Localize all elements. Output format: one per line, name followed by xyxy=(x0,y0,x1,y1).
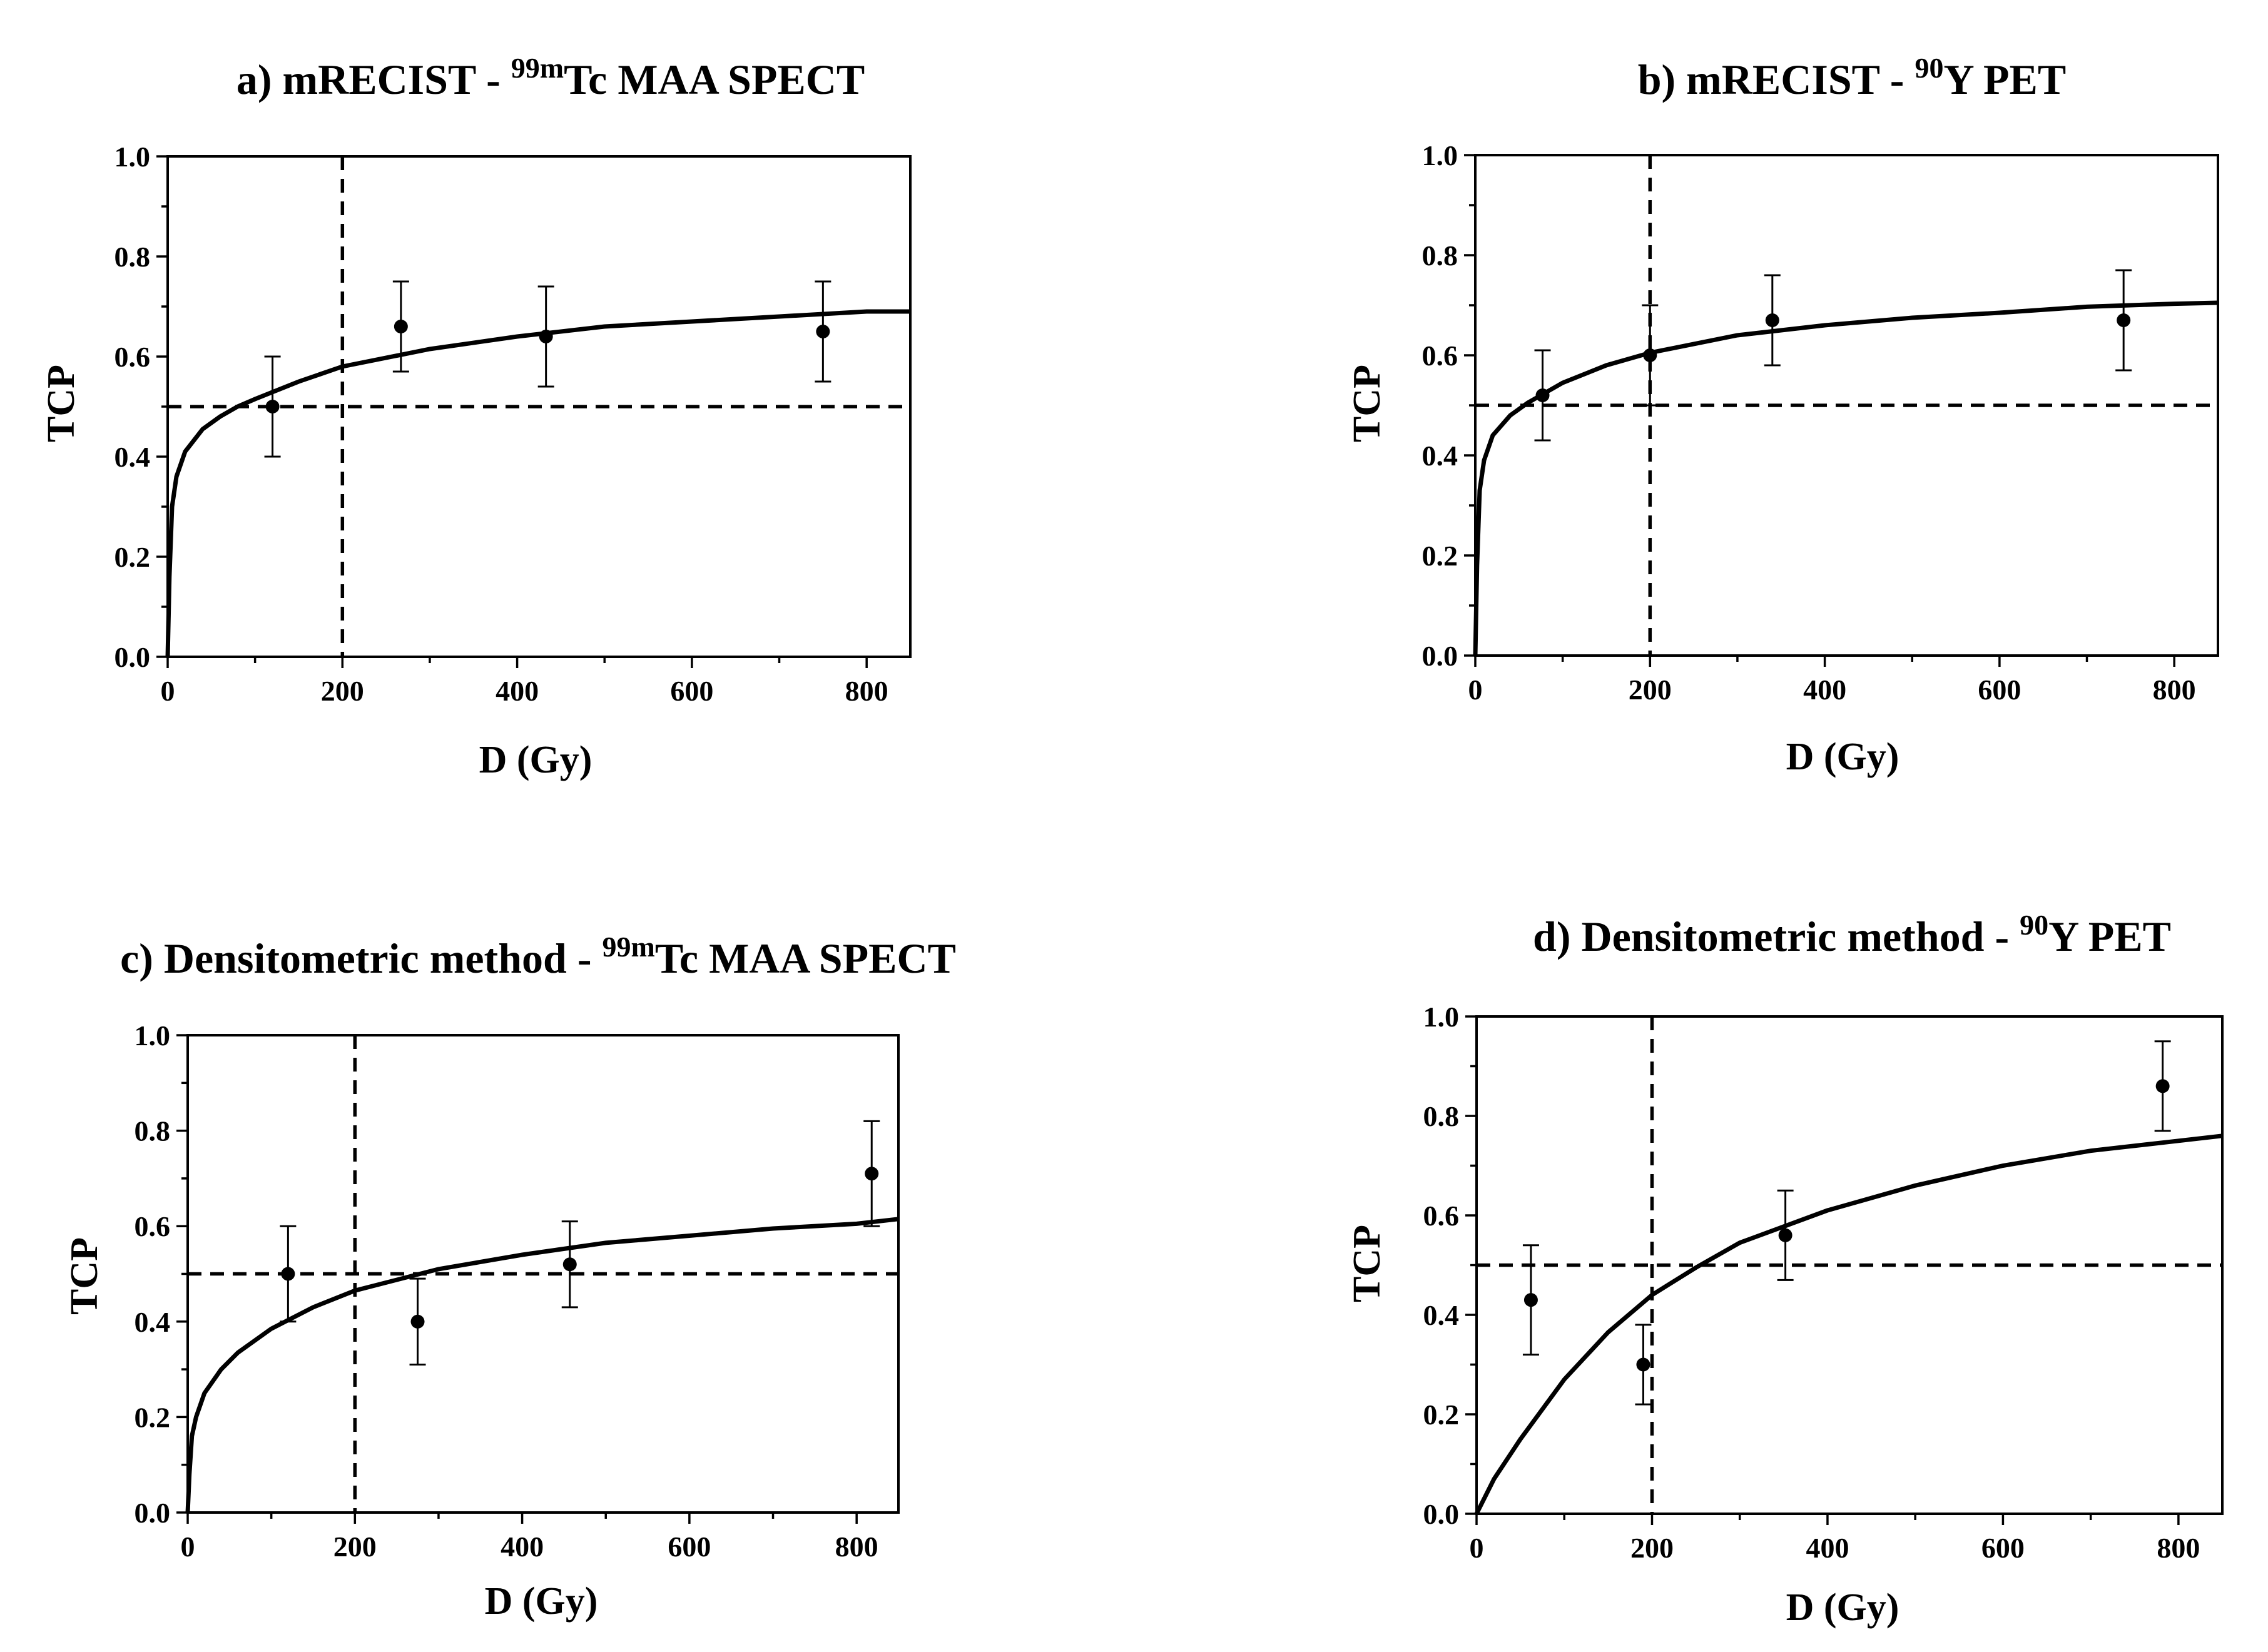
panel-c-xtick-label: 200 xyxy=(333,1531,377,1563)
panel-a-ytick-label: 0.2 xyxy=(114,541,151,573)
panel-c-xtick-label: 400 xyxy=(501,1531,544,1563)
panel-a-ytick-label: 0.8 xyxy=(114,241,151,273)
panel-d-xtick-label: 800 xyxy=(2157,1532,2200,1564)
panel-a: a) mRECIST - 99mTc MAA SPECT 0 200 400 600 8… xyxy=(40,52,912,781)
panel-d-data-point-1 xyxy=(1523,1293,1538,1307)
panel-a-data-point-1 xyxy=(265,400,280,413)
panel-c-data-point-3 xyxy=(562,1257,577,1272)
panel-b-ytick-label: 0.6 xyxy=(1422,340,1458,372)
panel-d-xlabel: D (Gy) xyxy=(1786,1586,1899,1629)
panel-c-ytick-label: 0.4 xyxy=(135,1306,171,1338)
panel-c-fit-curve xyxy=(185,1217,899,1513)
panel-a-title: a) mRECIST - 99mTc MAA SPECT xyxy=(236,52,865,103)
panel-b-ytick-label: 0.0 xyxy=(1422,640,1458,672)
panel-c-ytick-label: 1.0 xyxy=(135,1020,171,1052)
panel-a-xtick-label: 0 xyxy=(161,675,175,707)
panel-a-ytick-label: 0.6 xyxy=(114,341,151,373)
panel-a-plot: 0 200 400 600 800 0.0 0.2 0.4 0.6 0.8 1.0 xyxy=(114,141,912,707)
panel-d-fit-curve xyxy=(1474,1133,2223,1515)
panel-b-data-point-3 xyxy=(1765,313,1779,327)
panel-d-ytick-label: 0.0 xyxy=(1423,1498,1460,1530)
panel-a-xtick-label: 400 xyxy=(496,675,539,707)
panel-a-ylabel: TCP xyxy=(40,365,83,442)
panel-a-xtick-label: 800 xyxy=(845,675,888,707)
panel-b-data-point-1 xyxy=(1535,388,1550,402)
panel-a-xtick-label: 200 xyxy=(321,675,364,707)
panel-b-plot: 0 200 400 600 800 0.0 0.2 0.4 0.6 0.8 1.0 xyxy=(1422,139,2219,706)
panel-d-xtick-label: 0 xyxy=(1470,1532,1484,1564)
panel-d-ytick-label: 0.8 xyxy=(1423,1100,1460,1132)
panel-b-data-point-4 xyxy=(2117,313,2131,327)
panel-b-ylabel: TCP xyxy=(1346,365,1388,442)
panel-d-ytick-label: 0.2 xyxy=(1423,1399,1460,1431)
panel-d-title: d) Densitometric method - 90Y PET xyxy=(1533,909,2171,960)
panel-b-xtick-label: 200 xyxy=(1629,674,1672,706)
panel-c-ylabel: TCP xyxy=(63,1237,106,1315)
panel-d-xtick-label: 200 xyxy=(1630,1532,1674,1564)
panel-c-ytick-label: 0.2 xyxy=(135,1401,171,1433)
panel-c-data-point-2 xyxy=(410,1314,425,1329)
panel-d-ylabel: TCP xyxy=(1346,1225,1388,1302)
panel-d-data-point-3 xyxy=(1778,1228,1793,1242)
panel-a-data-point-2 xyxy=(394,320,408,333)
panel-b-xtick-label: 600 xyxy=(1978,674,2021,706)
panel-a-xtick-label: 600 xyxy=(670,675,713,707)
panel-c-plot: 0 200 400 600 800 0.0 0.2 0.4 0.6 0.8 1.0 xyxy=(135,1020,900,1563)
panel-d: d) Densitometric method - 90Y PET 0 200 40… xyxy=(1346,909,2224,1629)
panel-a-xlabel: D (Gy) xyxy=(479,739,592,781)
panel-d-data-point-2 xyxy=(1636,1357,1650,1372)
panel-a-ytick-label: 0.0 xyxy=(114,641,151,673)
panel-b-ytick-label: 0.4 xyxy=(1422,440,1458,472)
panel-d-ytick-label: 0.6 xyxy=(1423,1200,1460,1232)
panel-b-xtick-label: 800 xyxy=(2153,674,2196,706)
panel-a-ytick-label: 0.4 xyxy=(114,441,151,473)
panel-b-ytick-label: 1.0 xyxy=(1422,139,1458,171)
panel-a-ytick-label: 1.0 xyxy=(114,141,151,173)
panel-b-ytick-label: 0.8 xyxy=(1422,240,1458,271)
panel-d-xtick-label: 600 xyxy=(1981,1532,2025,1564)
panel-c-data-point-1 xyxy=(281,1267,295,1281)
panel-d-data-point-4 xyxy=(2155,1079,2170,1093)
panel-b-xtick-label: 400 xyxy=(1803,674,1846,706)
panel-c-xtick-label: 800 xyxy=(835,1531,878,1563)
panel-b-xtick-label: 0 xyxy=(1468,674,1483,706)
panel-c-title: c) Densitometric method - 99mTc MAA SPEC… xyxy=(120,931,956,982)
panel-c-ytick-label: 0.8 xyxy=(135,1115,171,1147)
panel-a-fit-curve xyxy=(165,309,910,657)
panel-b-data-point-2 xyxy=(1643,348,1657,362)
panel-b-title: b) mRECIST - 90Y PET xyxy=(1638,52,2067,103)
panel-d-xtick-label: 400 xyxy=(1806,1532,1849,1564)
panel-c-xlabel: D (Gy) xyxy=(485,1580,598,1623)
panel-c-ytick-label: 0.0 xyxy=(135,1497,171,1529)
panel-b-xlabel: D (Gy) xyxy=(1786,736,1899,778)
panel-b-ytick-label: 0.2 xyxy=(1422,540,1458,572)
panel-c-xtick-label: 600 xyxy=(668,1531,711,1563)
panel-a-data-point-4 xyxy=(816,325,830,338)
panel-b: b) mRECIST - 90Y PET 0 200 400 600 800 0.0 0.2… xyxy=(1346,52,2219,778)
panel-c-xtick-label: 0 xyxy=(181,1531,195,1563)
panel-c-ytick-label: 0.6 xyxy=(135,1210,171,1242)
panel-d-plot: 0 200 400 600 800 0.0 0.2 0.4 0.6 0.8 1.0 xyxy=(1423,1001,2224,1564)
panel-a-data-point-3 xyxy=(539,330,553,343)
panel-c: c) Densitometric method - 99mTc MAA SPEC… xyxy=(63,931,956,1623)
panel-d-ytick-label: 1.0 xyxy=(1423,1001,1460,1033)
panel-b-fit-curve xyxy=(1473,300,2219,656)
panel-c-data-point-4 xyxy=(865,1167,879,1181)
panel-d-ytick-label: 0.4 xyxy=(1423,1299,1460,1331)
